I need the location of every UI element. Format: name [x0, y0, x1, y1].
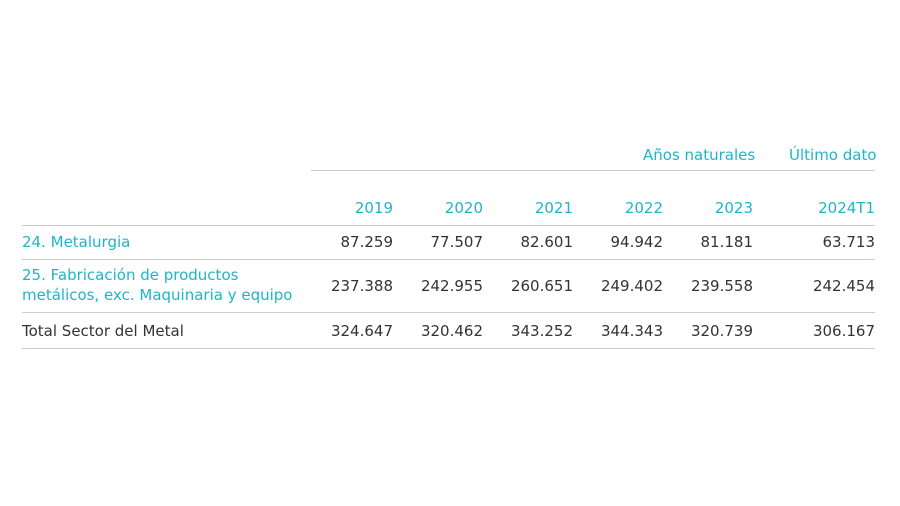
- column-header: 2023: [714, 199, 753, 217]
- table-cell: 242.454: [812, 277, 875, 295]
- column-header: 2022: [624, 199, 663, 217]
- column-header: 2024T1: [818, 199, 875, 217]
- table-cell: 306.167: [812, 322, 875, 340]
- header-divider: [22, 225, 875, 226]
- row-label: 24. Metalurgia: [22, 233, 131, 251]
- table-cell: 343.252: [510, 322, 573, 340]
- header-group-last: Último dato: [789, 146, 877, 164]
- header-group-annual: Años naturales: [643, 146, 756, 164]
- row-label-line-2: metálicos, exc. Maquinaria y equipo: [22, 286, 293, 304]
- table-cell: 82.601: [520, 233, 574, 251]
- row-label-line-1: 25. Fabricación de productos: [22, 266, 239, 284]
- table-cell: 249.402: [600, 277, 663, 295]
- column-header: 2020: [444, 199, 483, 217]
- row-divider: [22, 259, 875, 260]
- table-cell: 239.558: [690, 277, 753, 295]
- table-cell: 63.713: [822, 233, 876, 251]
- table-cell: 260.651: [510, 277, 573, 295]
- table-cell: 94.942: [610, 233, 664, 251]
- table-cell: 87.259: [340, 233, 394, 251]
- column-header: 2021: [534, 199, 573, 217]
- header-group-divider: [311, 170, 875, 171]
- row-divider: [22, 312, 875, 313]
- table-cell: 324.647: [330, 322, 393, 340]
- table-bottom-rule: [22, 348, 875, 349]
- table-cell: 344.343: [600, 322, 663, 340]
- table-cell: 320.739: [690, 322, 753, 340]
- table-cell: 237.388: [330, 277, 393, 295]
- table-cell: 77.507: [430, 233, 484, 251]
- table-cell: 320.462: [420, 322, 483, 340]
- table-cell: 242.955: [420, 277, 483, 295]
- column-header: 2019: [354, 199, 393, 217]
- table-cell: 81.181: [700, 233, 754, 251]
- row-label: Total Sector del Metal: [22, 322, 184, 340]
